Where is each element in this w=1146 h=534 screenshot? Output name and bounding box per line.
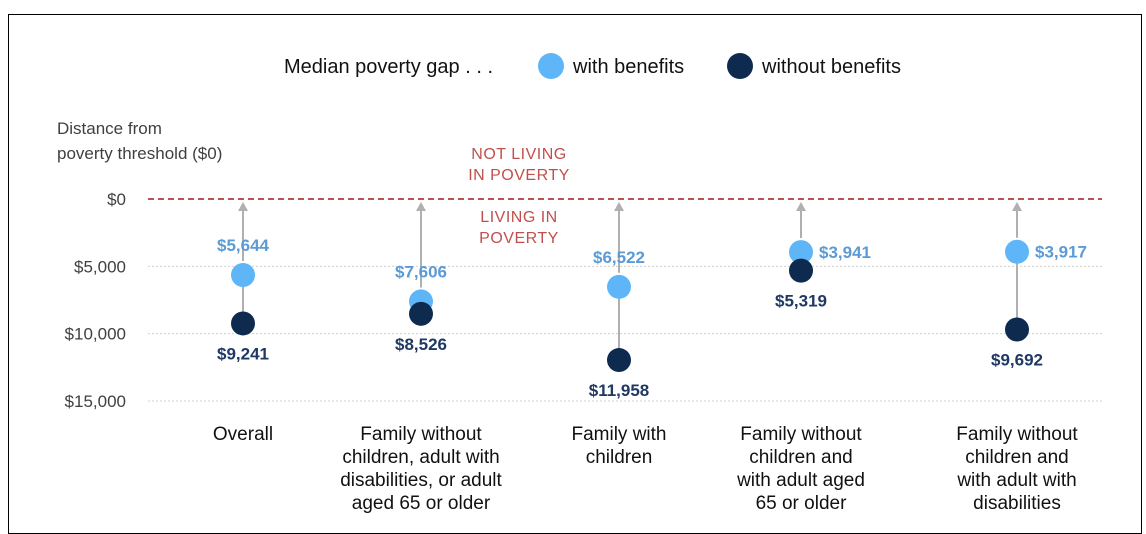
- legend-marker-with-benefits: [538, 53, 564, 79]
- category-label: 65 or older: [756, 493, 848, 514]
- category-label: Family without: [956, 424, 1078, 445]
- data-label-without-benefits: $9,692: [991, 351, 1043, 370]
- legend-label-without-benefits: without benefits: [761, 56, 901, 78]
- category-label: disabilities: [973, 493, 1061, 514]
- point-without-benefits: [607, 348, 631, 373]
- y-tick-label: $5,000: [74, 257, 126, 276]
- y-axis-ticks: $0 $5,000 $10,000 $15,000: [65, 190, 126, 411]
- category-label: Family without: [360, 424, 482, 445]
- point-without-benefits: [1005, 317, 1029, 342]
- data-label-with-benefits: $3,917: [1035, 243, 1087, 262]
- data-label-without-benefits: $9,241: [217, 344, 269, 363]
- y-tick-label: $10,000: [65, 325, 126, 344]
- zone-label-not-living-line-2: IN POVERTY: [468, 167, 570, 184]
- arrow-head: [796, 202, 806, 211]
- data-label-with-benefits: $6,522: [593, 248, 645, 267]
- chart-frame: [8, 14, 1142, 534]
- connectors: [238, 202, 1022, 361]
- point-with-benefits: [607, 274, 631, 299]
- legend-label-with-benefits: with benefits: [572, 56, 684, 78]
- data-label-without-benefits: $11,958: [589, 381, 650, 400]
- zone-label-living-line-2: POVERTY: [479, 230, 559, 247]
- legend-marker-without-benefits: [727, 53, 753, 79]
- category-label: children and: [965, 447, 1069, 468]
- category-label: Overall: [213, 424, 273, 445]
- category-label: Family with: [571, 424, 666, 445]
- point-with-benefits: [1005, 239, 1029, 264]
- category-label: with adult with: [956, 470, 1076, 491]
- data-labels: $5,644 $9,241 $7,606 $8,526 $6,522 $11,958 $3,…: [217, 236, 1087, 400]
- y-axis-title-line-2: poverty threshold ($0): [57, 144, 222, 163]
- arrow-head: [614, 202, 624, 211]
- category-label: Family without: [740, 424, 862, 445]
- category-label: children: [586, 447, 653, 468]
- data-label-with-benefits: $5,644: [217, 236, 270, 255]
- arrow-head: [1012, 202, 1022, 211]
- point-without-benefits: [409, 301, 433, 326]
- y-tick-label: $15,000: [65, 392, 126, 411]
- category-label: children, adult with: [342, 447, 499, 468]
- point-without-benefits: [231, 311, 255, 336]
- category-label: disabilities, or adult: [340, 470, 502, 491]
- y-axis-title: Distance from poverty threshold ($0): [57, 119, 222, 163]
- category-label: aged 65 or older: [352, 493, 491, 514]
- legend-title: Median poverty gap . . .: [284, 56, 493, 78]
- y-tick-label: $0: [107, 190, 126, 209]
- data-points: [231, 239, 1029, 373]
- zone-labels: NOT LIVING IN POVERTY LIVING IN POVERTY: [468, 146, 570, 247]
- category-label: with adult aged: [736, 470, 865, 491]
- y-axis-title-line-1: Distance from: [57, 119, 162, 138]
- data-label-without-benefits: $8,526: [395, 335, 447, 354]
- point-without-benefits: [789, 258, 813, 283]
- zone-label-living-line-1: LIVING IN: [480, 209, 557, 226]
- point-with-benefits: [789, 240, 813, 265]
- category-label: children and: [749, 447, 853, 468]
- point-with-benefits: [231, 263, 255, 288]
- legend: Median poverty gap . . . with benefits w…: [284, 53, 901, 79]
- arrow-head: [238, 202, 248, 211]
- arrow-head: [416, 202, 426, 211]
- data-label-with-benefits: $7,606: [395, 262, 447, 281]
- gridlines: [148, 265, 1102, 402]
- data-label-with-benefits: $3,941: [819, 243, 871, 262]
- zone-label-not-living-line-1: NOT LIVING: [471, 146, 566, 163]
- data-label-without-benefits: $5,319: [775, 292, 827, 311]
